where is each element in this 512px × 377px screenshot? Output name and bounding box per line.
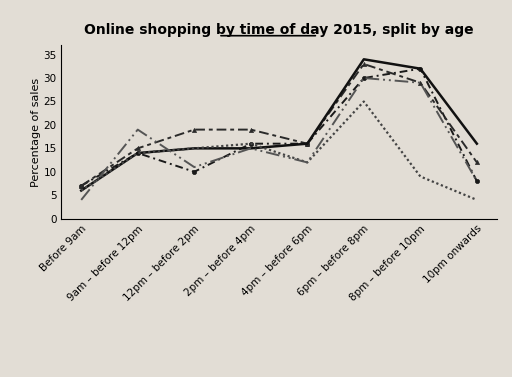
Title: Online shopping by time of day 2015, split by age: Online shopping by time of day 2015, spl… bbox=[84, 23, 474, 37]
Y-axis label: Percentage of sales: Percentage of sales bbox=[31, 77, 40, 187]
